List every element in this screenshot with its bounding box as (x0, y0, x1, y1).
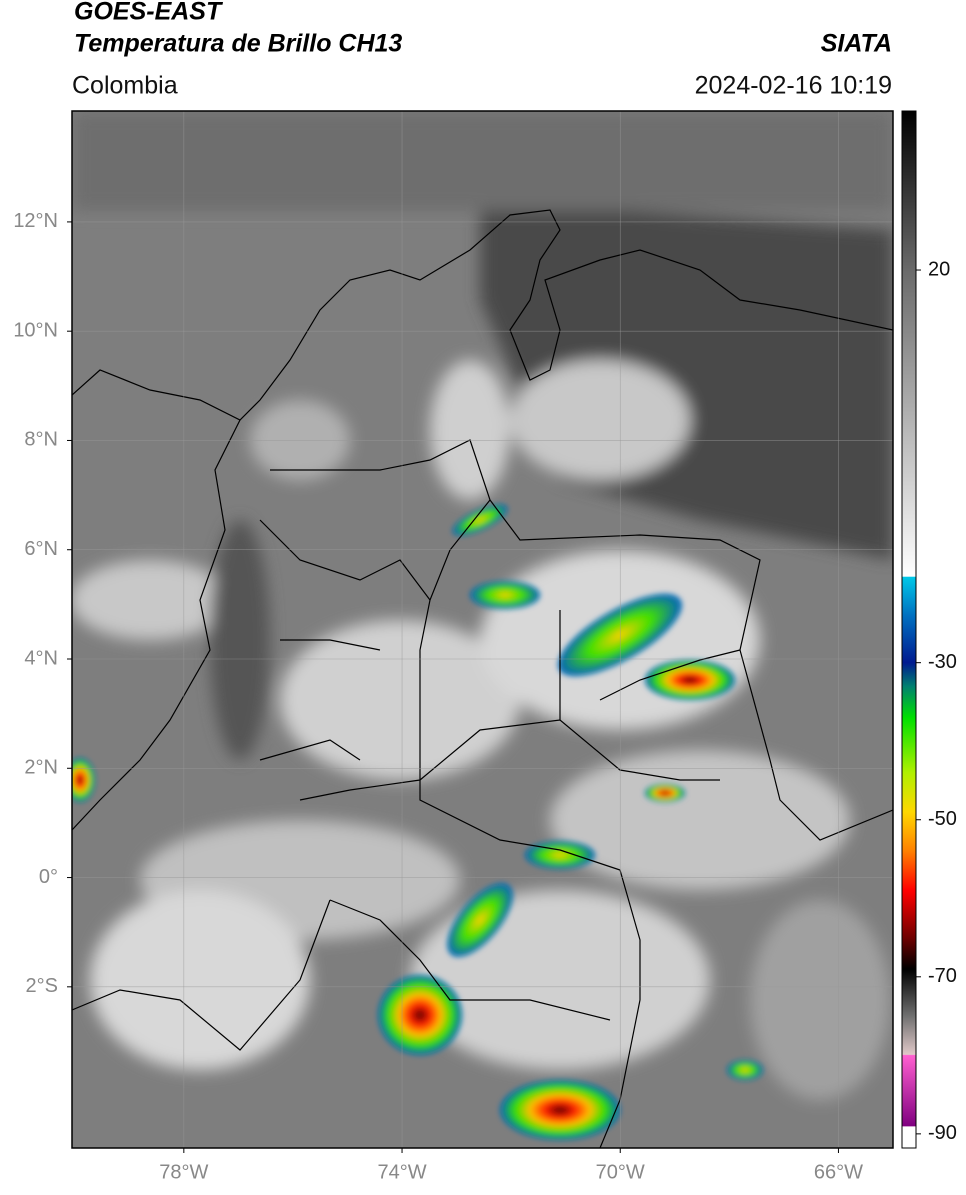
y-tick-label: 10°N (13, 319, 58, 341)
y-tick-label: 0° (39, 866, 58, 888)
colorbar-tick-label: -70 (928, 965, 957, 987)
colorbar-tick-label: -30 (928, 651, 957, 673)
x-tick-label: 70°W (596, 1161, 645, 1183)
map-frame (71, 110, 894, 1149)
x-tick-label: 74°W (377, 1161, 426, 1183)
satellite: GOES-EAST (74, 0, 224, 26)
x-tick-label: 78°W (159, 1161, 208, 1183)
colorbar-tick-label: -90 (928, 1122, 957, 1144)
colorbar (901, 110, 917, 1149)
y-tick-label: 2°S (26, 975, 58, 997)
product: Temperatura de Brillo CH13 (74, 30, 402, 58)
y-tick-label: 12°N (13, 210, 58, 232)
y-tick-label: 4°N (24, 647, 58, 669)
x-tick-label: 66°W (814, 1161, 863, 1183)
region: Colombia (72, 72, 178, 100)
y-tick-label: 8°N (24, 429, 58, 451)
y-tick-label: 6°N (24, 538, 58, 560)
colorbar-tick-label: 20 (928, 258, 950, 280)
satellite-image (72, 111, 893, 1148)
y-tick-label: 2°N (24, 757, 58, 779)
colorbar-tick-label: -50 (928, 808, 957, 830)
source: SIATA (821, 30, 892, 58)
datetime: 2024-02-16 10:19 (695, 72, 892, 100)
